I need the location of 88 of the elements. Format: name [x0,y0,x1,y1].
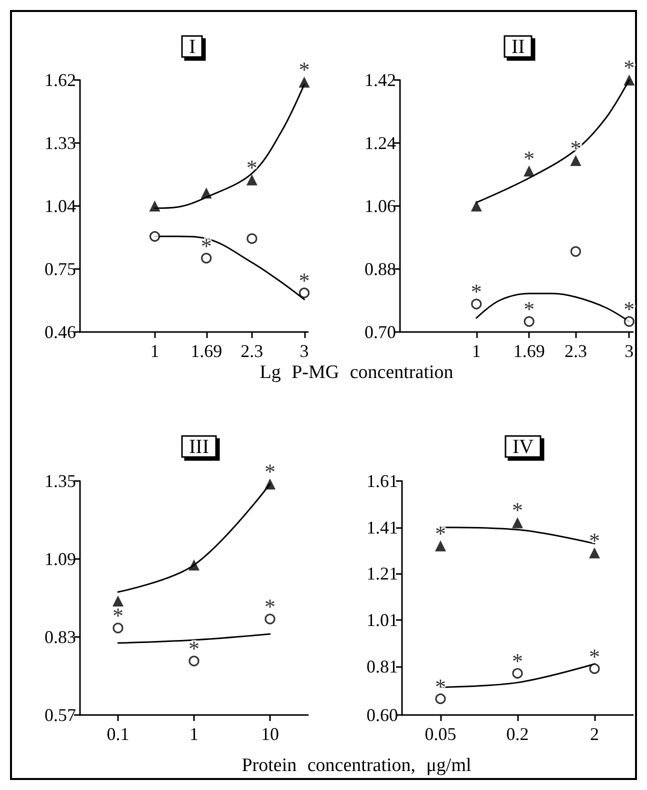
data-label: * [470,279,482,304]
data-label: * [524,296,535,322]
y-tick-label: 1.42 [364,70,396,90]
data-label: * [589,644,600,669]
point [435,693,446,704]
y-tick-label: 0.46 [44,322,76,342]
chart-title: I [189,36,196,58]
y-tick-label: 1.21 [366,564,398,584]
point [298,76,310,88]
data-label: * [188,636,200,662]
point [112,622,124,634]
chart-title: III [189,436,209,458]
point [246,174,258,186]
y-tick-label: 1.35 [44,471,76,491]
point [589,663,600,674]
point [471,298,482,310]
point [512,668,523,679]
data-label: * [112,603,124,628]
y-tick-label: 1.06 [364,196,396,216]
x-tick-label: 2.3 [564,341,587,361]
point [524,316,534,327]
x-tick-label: 0.2 [506,724,529,744]
data-label: * [624,55,635,80]
x-tick-label: 1.69 [190,341,222,361]
y-tick-label: 0.75 [44,259,76,279]
point [589,547,600,558]
x-tick-label: 3 [300,341,309,361]
y-tick-label: 1.24 [364,133,396,153]
x-tick-label: 1 [472,341,481,361]
x-tick-label: 1 [150,341,160,361]
point [470,200,482,212]
x-axis-title: Lg P-MG concentration [258,362,454,384]
y-tick-label: 0.57 [44,705,76,725]
point [512,517,523,528]
x-axis-title: Protein concentration, μg/ml [240,755,472,777]
y-tick-label: 1.33 [44,133,76,153]
point [200,187,212,198]
y-tick-label: 1.62 [44,70,76,90]
point [112,596,124,606]
y-tick-label: 1.01 [366,610,398,630]
x-tick-label: 1.69 [513,341,545,361]
y-tick-label: 0.81 [366,656,398,676]
point [435,540,446,552]
data-label: * [524,146,535,171]
point [264,614,276,624]
x-tick-label: 2 [590,724,599,744]
data-label: * [264,459,276,484]
y-tick-label: 0.60 [366,705,398,725]
point [188,560,200,570]
data-label: * [512,498,523,523]
point [188,656,200,666]
point [246,233,258,244]
point [570,246,582,257]
y-tick-label: 1.04 [44,196,76,216]
point [524,166,535,176]
point [149,231,160,242]
chart-title: IV [512,436,534,458]
data-label: * [298,268,310,294]
y-tick-label: 1.09 [44,549,76,569]
data-label: * [298,57,310,82]
x-tick-label: 1 [190,724,198,744]
data-label: * [435,674,446,699]
point [149,200,160,212]
x-tick-label: 3 [624,341,634,361]
data-label: * [200,233,212,258]
point [624,74,635,86]
data-label: * [570,136,582,160]
data-label: * [264,594,276,620]
x-tick-label: 0.05 [424,724,456,744]
x-tick-label: 2.3 [240,341,264,361]
y-tick-label: 1.61 [366,471,398,491]
data-label: * [624,296,635,322]
y-tick-label: 0.88 [364,259,396,279]
chart-title: II [512,36,525,58]
point [298,288,310,298]
point [264,478,276,490]
x-tick-label: 10 [261,724,279,744]
data-label: * [435,520,446,546]
data-label: * [246,154,258,180]
point [624,316,634,327]
data-label: * [512,648,523,674]
data-label: * [589,528,600,553]
y-tick-label: 1.41 [366,517,398,538]
y-tick-label: 0.70 [364,322,396,342]
point [570,155,582,166]
x-tick-label: 0.1 [106,724,130,744]
y-tick-label: 0.83 [44,627,76,647]
point [201,252,212,264]
